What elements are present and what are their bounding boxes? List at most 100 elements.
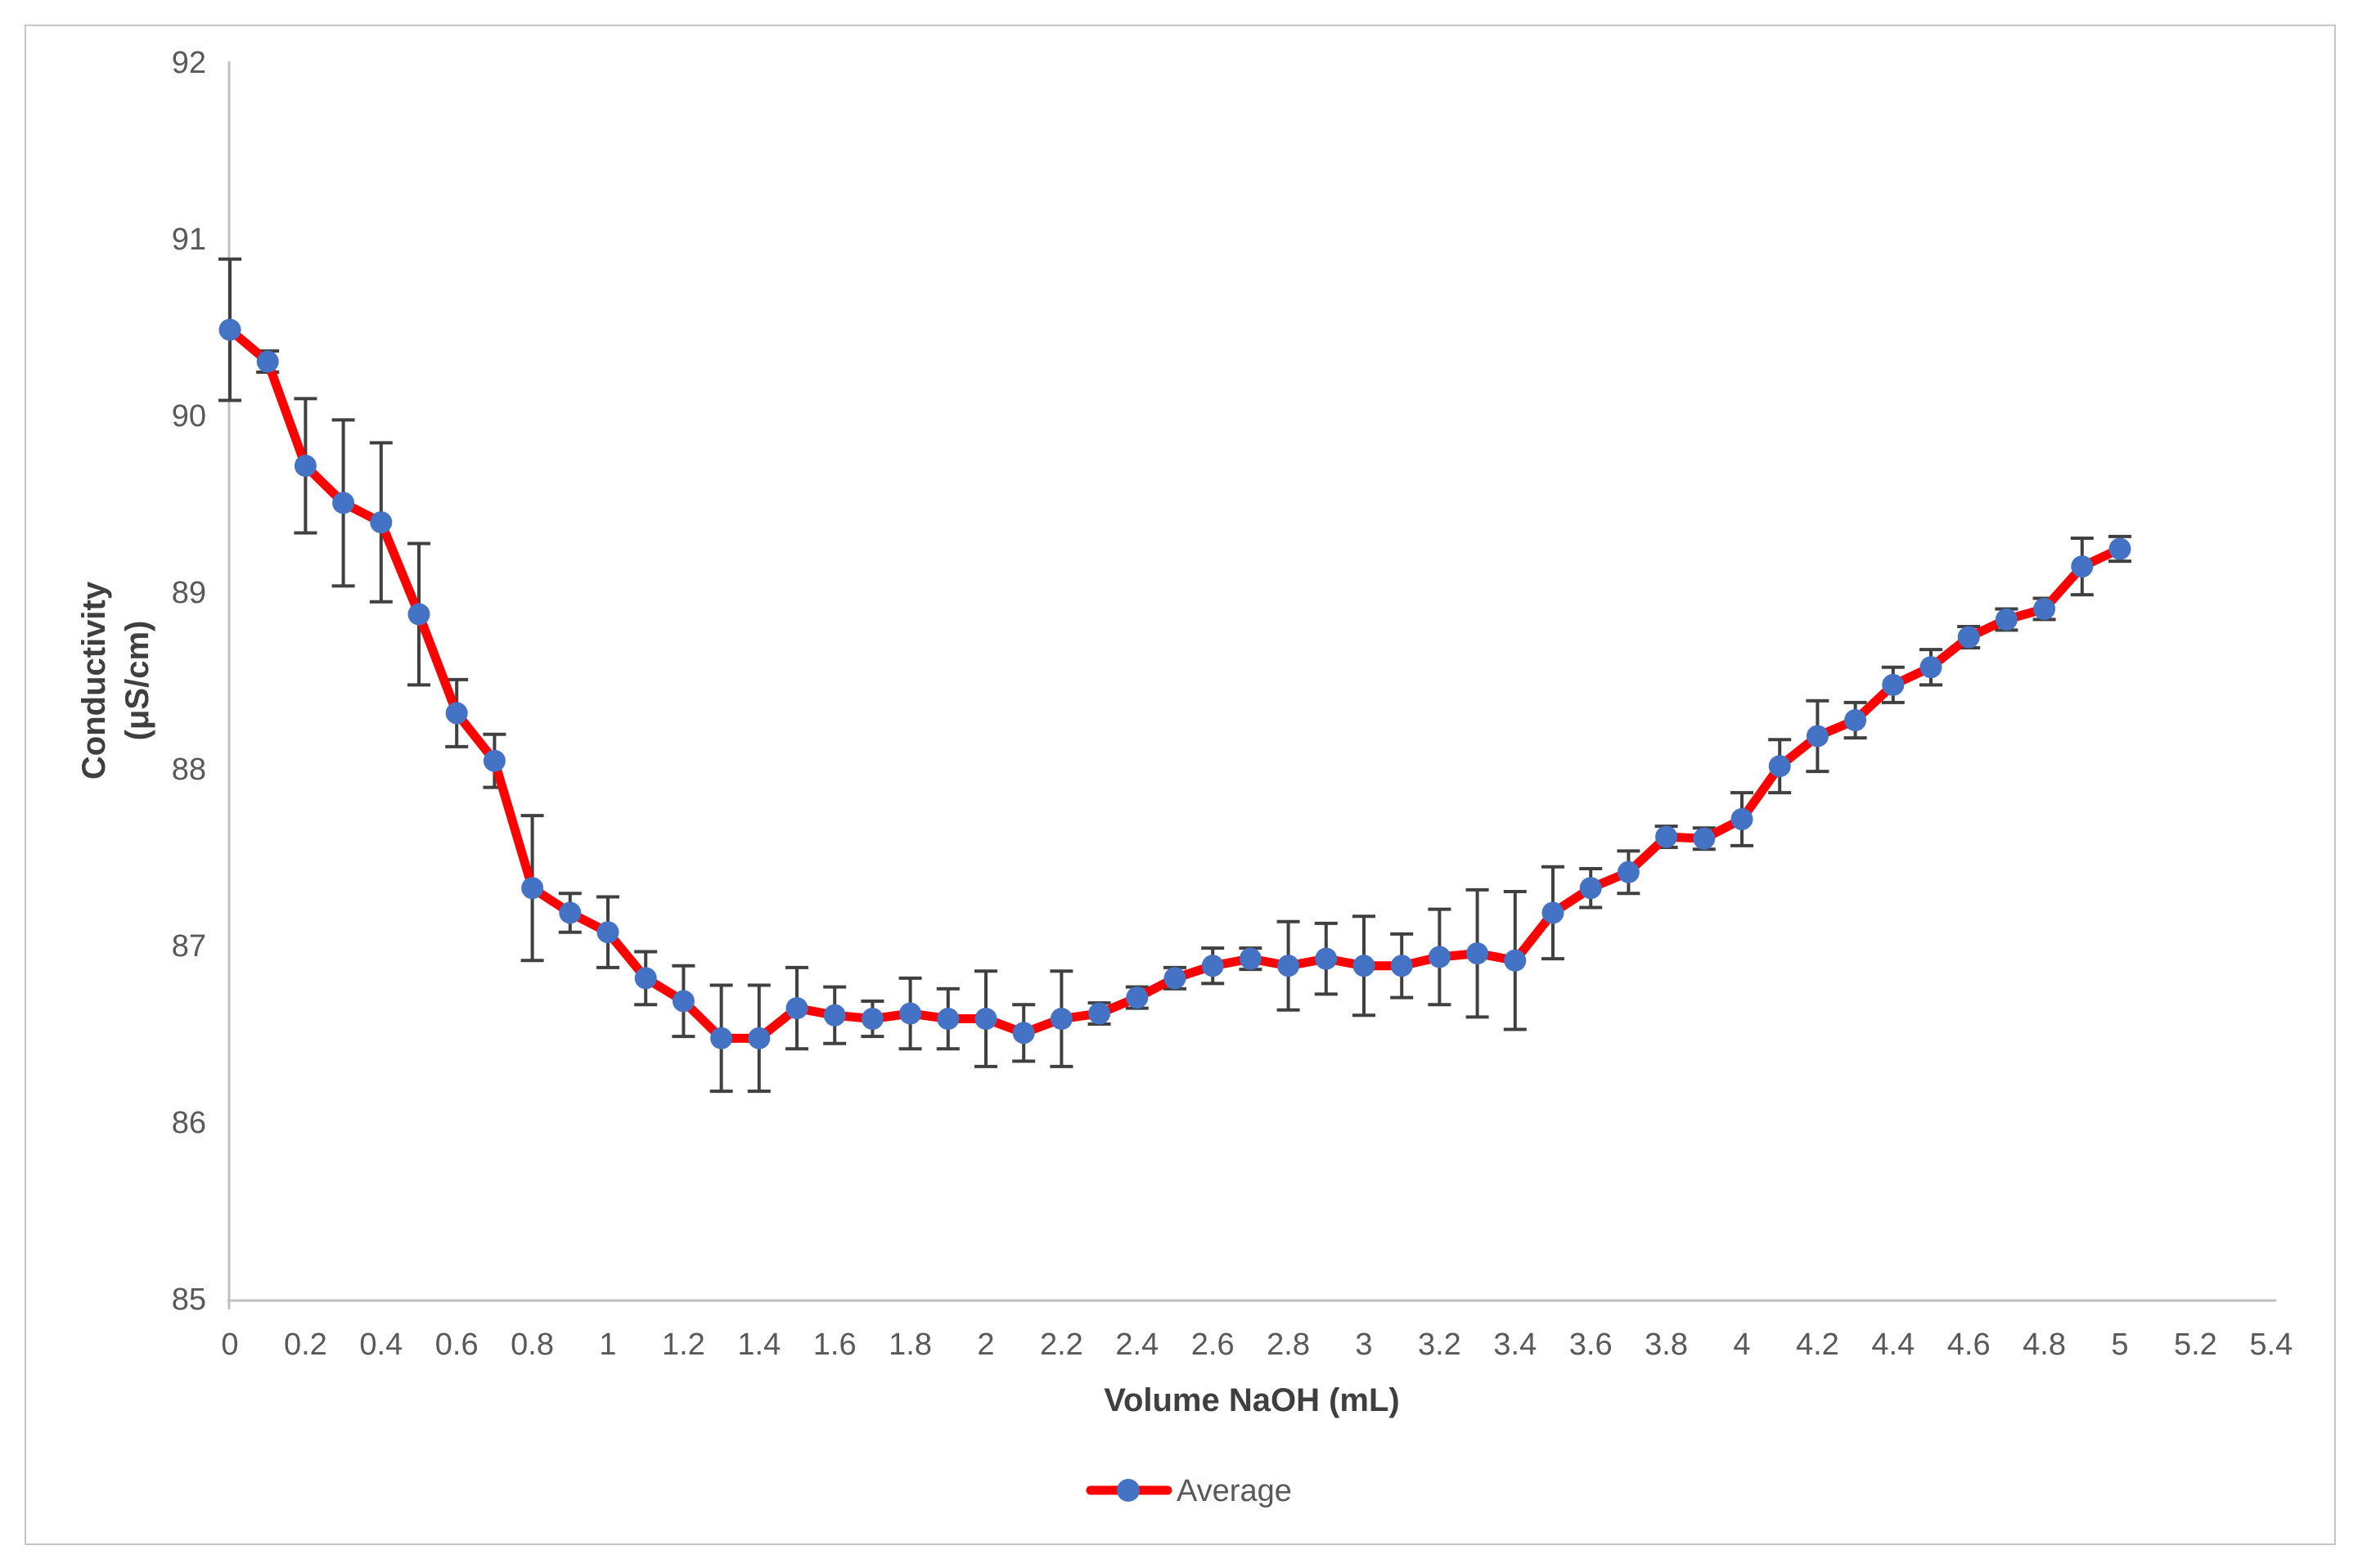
data-point-marker — [559, 901, 582, 924]
x-tick-label: 4.2 — [1796, 1328, 1839, 1362]
y-tick-label: 92 — [172, 46, 206, 80]
data-point-marker — [1163, 967, 1186, 990]
data-point-marker — [596, 921, 619, 944]
data-point-marker — [1693, 827, 1716, 850]
data-point-marker — [974, 1008, 997, 1031]
data-point-marker — [218, 318, 241, 341]
data-point-marker — [1806, 725, 1829, 748]
x-tick-label: 0.2 — [284, 1328, 327, 1362]
x-tick-label: 3.4 — [1493, 1328, 1537, 1362]
x-tick-label: 0.6 — [435, 1328, 479, 1362]
data-point-marker — [1730, 807, 1753, 830]
data-point-marker — [748, 1027, 771, 1049]
data-point-marker — [1126, 986, 1149, 1009]
x-tick-label: 2.6 — [1191, 1328, 1235, 1362]
x-tick-label: 0 — [221, 1328, 238, 1362]
y-tick-label: 85 — [172, 1283, 206, 1317]
y-tick-label: 90 — [172, 399, 206, 434]
x-axis-title: Volume NaOH (mL) — [1104, 1382, 1400, 1418]
data-point-marker — [1768, 755, 1791, 778]
x-tick-label: 3.2 — [1418, 1328, 1461, 1362]
data-point-marker — [370, 511, 393, 534]
x-tick-label: 1.2 — [662, 1328, 705, 1362]
y-tick-label: 87 — [172, 929, 206, 964]
x-tick-label: 2.8 — [1267, 1328, 1310, 1362]
x-tick-label: 4.6 — [1947, 1328, 1991, 1362]
data-point-marker — [407, 603, 430, 626]
x-tick-label: 3 — [1355, 1328, 1372, 1362]
data-point-marker — [1882, 673, 1905, 696]
data-point-marker — [1315, 947, 1338, 970]
data-point-marker — [1352, 955, 1375, 977]
data-point-marker — [785, 997, 808, 1020]
data-point-marker — [710, 1027, 733, 1049]
x-tick-label: 4.8 — [2023, 1328, 2066, 1362]
data-point-marker — [861, 1008, 884, 1031]
data-point-marker — [2108, 537, 2131, 560]
data-point-marker — [1617, 860, 1640, 883]
series-line-group — [225, 325, 2125, 1043]
x-tick-label: 5.2 — [2174, 1328, 2217, 1362]
data-point-marker — [1012, 1022, 1035, 1045]
x-tick-label: 1.4 — [737, 1328, 781, 1362]
x-tick-label: 1.8 — [889, 1328, 932, 1362]
chart-border — [25, 25, 2336, 1545]
x-tick-label: 2.2 — [1040, 1328, 1083, 1362]
x-tick-label: 1 — [599, 1328, 616, 1362]
data-point-marker — [1919, 656, 1942, 679]
data-point-marker — [2033, 597, 2056, 620]
y-tick-label: 89 — [172, 576, 206, 610]
data-point-marker — [1201, 955, 1224, 977]
data-point-marker — [256, 350, 279, 373]
y-tick-labels-group: 85 86 87 88 89 90 91 92 — [172, 46, 206, 1317]
data-point-marker — [483, 749, 506, 772]
data-point-marker — [332, 492, 355, 514]
y-tick-label: 86 — [172, 1106, 206, 1140]
x-tick-labels-group: 0 0.2 0.4 0.6 0.8 1 1.2 1.4 1.6 1.8 2 2.2 2.4 2.6 2.8 3… — [221, 1328, 2293, 1362]
y-axis-title-line2: (μS/cm) — [119, 621, 155, 741]
data-point-marker — [445, 702, 468, 725]
legend-label: Average — [1177, 1474, 1292, 1508]
data-point-marker — [1504, 949, 1527, 972]
y-axis-title-line1: Conductivity — [76, 581, 112, 780]
x-tick-label: 3.8 — [1645, 1328, 1688, 1362]
data-point-marker — [2071, 555, 2094, 578]
x-tick-label: 0.4 — [359, 1328, 403, 1362]
data-point-marker — [1277, 955, 1300, 977]
data-point-marker — [672, 990, 695, 1013]
data-point-marker — [1541, 901, 1564, 924]
data-point-marker — [1844, 709, 1867, 732]
data-point-marker — [1088, 1002, 1111, 1025]
data-point-marker — [1995, 608, 2018, 631]
data-point-marker — [1050, 1008, 1073, 1031]
y-tick-label: 91 — [172, 222, 206, 257]
y-tick-label: 88 — [172, 753, 206, 787]
legend-marker-icon — [1117, 1479, 1140, 1502]
data-point-marker — [1466, 942, 1489, 965]
x-tick-label: 4.4 — [1871, 1328, 1915, 1362]
data-point-marker — [1239, 947, 1262, 970]
data-point-marker — [1655, 825, 1678, 848]
data-point-marker — [1579, 877, 1602, 900]
data-point-marker — [899, 1002, 922, 1025]
x-tick-label: 5.4 — [2249, 1328, 2293, 1362]
data-point-marker — [1428, 946, 1451, 968]
data-point-marker — [937, 1008, 960, 1031]
data-point-marker — [823, 1004, 846, 1027]
x-tick-label: 4 — [1733, 1328, 1750, 1362]
x-tick-label: 2.4 — [1115, 1328, 1159, 1362]
x-tick-label: 1.6 — [813, 1328, 857, 1362]
series-line-average — [225, 325, 2125, 1043]
error-bars-group — [218, 257, 2131, 1094]
data-point-marker — [634, 967, 657, 990]
series-markers-group — [218, 318, 2131, 1049]
data-point-marker — [294, 454, 317, 477]
x-tick-label: 2 — [977, 1328, 994, 1362]
data-point-marker — [1390, 955, 1413, 977]
x-tick-label: 5 — [2111, 1328, 2128, 1362]
data-point-marker — [1957, 626, 1980, 649]
x-tick-label: 0.8 — [511, 1328, 554, 1362]
x-tick-label: 3.6 — [1569, 1328, 1613, 1362]
